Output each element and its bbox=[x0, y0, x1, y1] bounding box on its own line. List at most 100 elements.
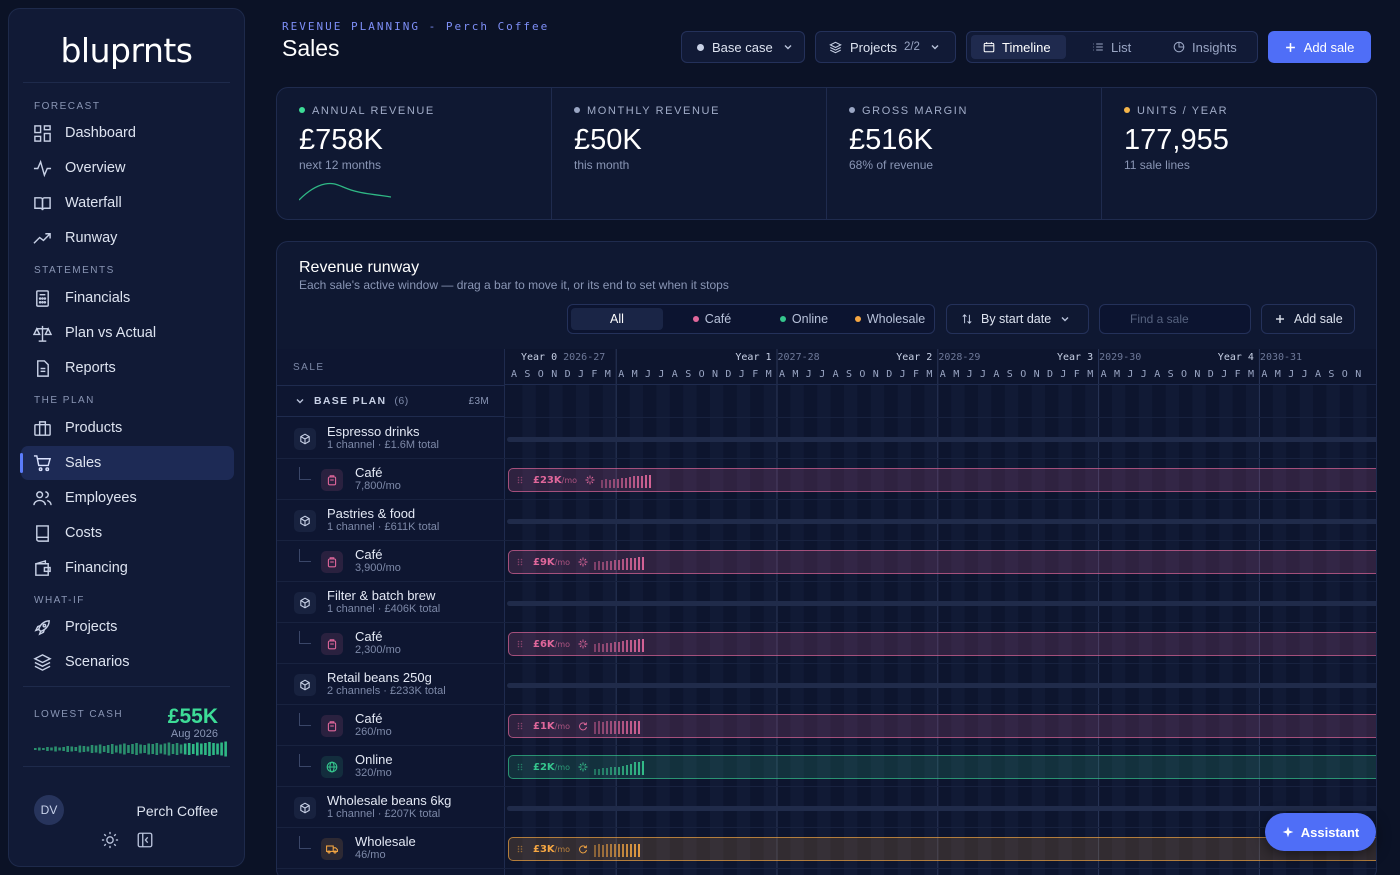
company-name[interactable]: Perch Coffee bbox=[136, 803, 218, 819]
volume-tick bbox=[637, 476, 640, 488]
month-label: J bbox=[645, 369, 652, 380]
channel-row[interactable]: Café 2,300/mo bbox=[277, 623, 505, 664]
plus-icon bbox=[1276, 315, 1284, 323]
sale-window-bar[interactable]: £6K/mo bbox=[508, 632, 1376, 656]
nav-item-reports[interactable]: Reports bbox=[21, 351, 234, 385]
nav-item-plan-vs-actual[interactable]: Plan vs Actual bbox=[21, 316, 234, 350]
filter-wholesale[interactable]: Wholesale bbox=[846, 308, 934, 330]
users-icon bbox=[33, 490, 52, 505]
nav-item-financials[interactable]: Financials bbox=[21, 281, 234, 315]
product-row[interactable]: Pastries & food 1 channel · £611K total bbox=[277, 500, 505, 541]
collapse-sidebar-icon[interactable] bbox=[136, 831, 154, 849]
nav-item-products[interactable]: Products bbox=[21, 411, 234, 445]
channel-filter: All Café Online Wholesale bbox=[567, 304, 935, 334]
tab-insights[interactable]: Insights bbox=[1163, 35, 1255, 59]
kpi-label-text: MONTHLY REVENUE bbox=[587, 105, 721, 117]
brand-logo[interactable]: bluprnts bbox=[60, 31, 193, 70]
nav-item-waterfall[interactable]: Waterfall bbox=[21, 186, 234, 220]
sale-window-bar[interactable]: £23K/mo bbox=[508, 468, 1376, 492]
filter-all[interactable]: All bbox=[571, 308, 663, 330]
volume-tick bbox=[622, 641, 625, 652]
volume-tick bbox=[638, 639, 641, 652]
sun-icon[interactable] bbox=[101, 831, 119, 849]
month-label: A bbox=[1100, 369, 1107, 380]
projects-dropdown[interactable]: Projects 2/2 bbox=[815, 31, 956, 63]
product-name: Pastries & food bbox=[327, 506, 416, 521]
cash-bar bbox=[159, 744, 163, 754]
filter-cafe[interactable]: Café bbox=[672, 308, 752, 330]
nav-item-scenarios[interactable]: Scenarios bbox=[21, 645, 234, 679]
month-label: J bbox=[1288, 369, 1295, 380]
runway-add-sale-button[interactable]: Add sale bbox=[1261, 304, 1355, 334]
month-label: F bbox=[1073, 369, 1080, 380]
volume-tick bbox=[626, 765, 629, 775]
sale-window-bar[interactable]: £9K/mo bbox=[508, 550, 1376, 574]
product-row[interactable]: Wholesale beans 6kg 1 channel · £207K tot… bbox=[277, 787, 505, 828]
tree-connector bbox=[299, 631, 311, 644]
sale-window-bar[interactable]: £1K/mo bbox=[508, 714, 1376, 738]
volume-tick bbox=[602, 562, 605, 570]
nav-item-dashboard[interactable]: Dashboard bbox=[21, 116, 234, 150]
month-label: N bbox=[1033, 369, 1040, 380]
volume-tick bbox=[642, 557, 645, 570]
product-meta: 1 channel · £1.6M total bbox=[327, 439, 439, 451]
sort-dropdown[interactable]: By start date bbox=[946, 304, 1089, 334]
volume-minichart bbox=[594, 554, 645, 570]
nav-item-sales[interactable]: Sales bbox=[20, 446, 234, 480]
volume-tick bbox=[630, 640, 633, 652]
scenario-dropdown[interactable]: Base case bbox=[681, 31, 805, 63]
drag-handle-icon[interactable] bbox=[517, 763, 523, 771]
avatar[interactable]: DV bbox=[34, 795, 64, 825]
month-label: N bbox=[551, 369, 558, 380]
kpi-strip: ANNUAL REVENUE £758K next 12 months MONT… bbox=[276, 87, 1377, 220]
status-dot-icon bbox=[849, 107, 855, 113]
nav-item-runway[interactable]: Runway bbox=[21, 221, 234, 255]
nav-item-financing[interactable]: Financing bbox=[21, 551, 234, 585]
tab-timeline[interactable]: Timeline bbox=[971, 35, 1066, 59]
month-column-shade bbox=[710, 385, 724, 875]
channel-row[interactable]: Café 7,800/mo bbox=[277, 459, 505, 500]
channel-row[interactable]: Café 3,900/mo bbox=[277, 541, 505, 582]
cash-bar bbox=[58, 747, 61, 751]
sale-window-bar[interactable]: £3K/mo bbox=[508, 837, 1376, 861]
scenario-label: Base case bbox=[712, 39, 773, 55]
channel-name: Wholesale bbox=[355, 834, 416, 849]
nav-item-employees[interactable]: Employees bbox=[21, 481, 234, 515]
sparkle-icon bbox=[585, 475, 595, 485]
channel-volume: 2,300/mo bbox=[355, 644, 401, 656]
drag-handle-icon[interactable] bbox=[517, 558, 523, 566]
package-icon bbox=[294, 428, 316, 450]
volume-tick bbox=[614, 560, 617, 570]
search-input[interactable] bbox=[1099, 304, 1251, 334]
product-row[interactable]: Filter & batch brew 1 channel · £406K tot… bbox=[277, 582, 505, 623]
rate-unit: /mo bbox=[554, 721, 571, 731]
group-header-base-plan[interactable]: BASE PLAN (6) £3M bbox=[277, 385, 505, 417]
product-row[interactable]: Espresso drinks 1 channel · £1.6M total bbox=[277, 418, 505, 459]
projects-count: 2/2 bbox=[903, 41, 920, 53]
channel-row[interactable]: Wholesale 46/mo bbox=[277, 828, 505, 869]
product-row[interactable]: Retail beans 250g 2 channels · £233K tota… bbox=[277, 664, 505, 705]
channel-row[interactable]: Café 260/mo bbox=[277, 705, 505, 746]
nav-item-overview[interactable]: Overview bbox=[21, 151, 234, 185]
filter-online[interactable]: Online bbox=[760, 308, 848, 330]
assistant-button[interactable]: Assistant bbox=[1265, 813, 1376, 851]
nav-item-projects[interactable]: Projects bbox=[21, 610, 234, 644]
filter-label: Online bbox=[791, 312, 829, 326]
month-column-shade bbox=[978, 385, 992, 875]
volume-tick bbox=[601, 480, 604, 488]
month-column-shade bbox=[870, 385, 885, 875]
drag-handle-icon[interactable] bbox=[517, 845, 523, 853]
product-name: Filter & batch brew bbox=[327, 588, 436, 603]
add-sale-button[interactable]: Add sale bbox=[1268, 31, 1371, 63]
status-dot-icon bbox=[1124, 107, 1130, 113]
drag-handle-icon[interactable] bbox=[517, 476, 523, 484]
month-column-shade bbox=[1058, 385, 1072, 875]
drag-handle-icon[interactable] bbox=[517, 722, 523, 730]
drag-handle-icon[interactable] bbox=[517, 640, 523, 648]
nav-item-costs[interactable]: Costs bbox=[21, 516, 234, 550]
tab-list[interactable]: List bbox=[1082, 35, 1152, 59]
month-label: D bbox=[1207, 369, 1214, 380]
lowest-cash-date: Aug 2026 bbox=[170, 728, 218, 740]
channel-row[interactable]: Online 320/mo bbox=[277, 746, 505, 787]
sale-window-bar[interactable]: £2K/mo bbox=[508, 755, 1376, 779]
